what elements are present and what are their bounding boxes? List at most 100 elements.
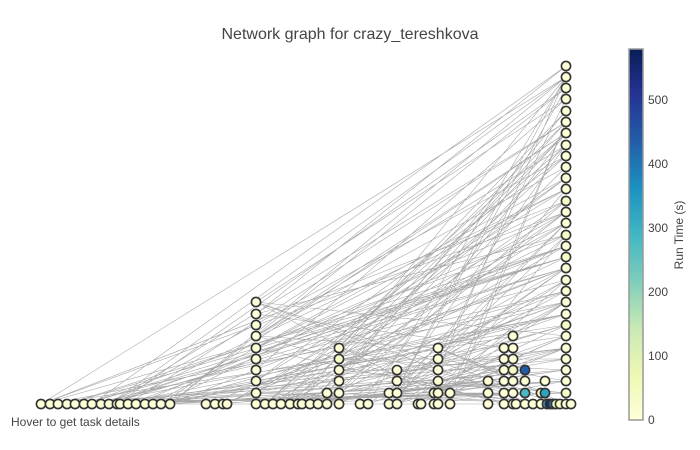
task-node[interactable] [560,150,572,162]
task-node[interactable] [391,387,403,399]
task-node[interactable] [250,375,262,387]
task-node[interactable] [312,398,324,410]
task-node[interactable] [560,206,572,218]
task-node[interactable] [539,387,551,399]
task-node[interactable] [200,398,212,410]
task-node[interactable] [560,82,572,94]
task-node[interactable] [52,398,64,410]
task-node[interactable] [432,364,444,376]
task-node[interactable] [560,229,572,241]
task-node[interactable] [164,398,176,410]
task-node[interactable] [498,353,510,365]
task-node[interactable] [432,387,444,399]
task-node[interactable] [432,398,444,410]
task-node[interactable] [250,398,262,410]
task-node[interactable] [560,195,572,207]
task-node[interactable] [510,398,522,410]
task-node[interactable] [560,60,572,72]
task-node[interactable] [560,319,572,331]
task-node[interactable] [560,330,572,342]
task-node[interactable] [155,398,167,410]
task-node[interactable] [507,387,519,399]
task-node[interactable] [560,139,572,151]
task-node[interactable] [444,398,456,410]
task-node[interactable] [482,387,494,399]
task-node[interactable] [560,375,572,387]
task-node[interactable] [86,398,98,410]
task-node[interactable] [333,353,345,365]
task-node[interactable] [498,375,510,387]
task-node[interactable] [362,398,374,410]
task-node[interactable] [391,398,403,410]
task-node[interactable] [35,398,47,410]
task-node[interactable] [333,364,345,376]
task-node[interactable] [498,387,510,399]
task-node[interactable] [391,364,403,376]
task-node[interactable] [250,342,262,354]
task-node[interactable] [539,375,551,387]
task-node[interactable] [250,387,262,399]
task-node[interactable] [391,375,403,387]
task-node[interactable] [560,342,572,354]
task-node[interactable] [482,398,494,410]
task-node[interactable] [275,398,287,410]
task-node[interactable] [560,285,572,297]
task-node[interactable] [250,353,262,365]
task-node[interactable] [498,342,510,354]
task-node[interactable] [560,105,572,117]
task-node[interactable] [333,342,345,354]
task-node[interactable] [498,364,510,376]
task-node[interactable] [507,353,519,365]
task-node[interactable] [507,375,519,387]
task-node[interactable] [560,116,572,128]
task-node[interactable] [519,387,531,399]
colorbar-tick-label: 500 [648,93,668,107]
task-node[interactable] [565,398,577,410]
colorbar-ticks: 0 100 200 300 400 500 [648,93,668,427]
task-node[interactable] [321,398,333,410]
task-node[interactable] [482,375,494,387]
task-node[interactable] [250,319,262,331]
task-node[interactable] [560,71,572,83]
task-node[interactable] [560,262,572,274]
task-node[interactable] [560,127,572,139]
task-node[interactable] [130,398,142,410]
task-node[interactable] [560,274,572,286]
task-node[interactable] [560,364,572,376]
task-node[interactable] [560,296,572,308]
task-node[interactable] [560,172,572,184]
task-node[interactable] [507,364,519,376]
task-node[interactable] [560,217,572,229]
task-node[interactable] [444,387,456,399]
task-node[interactable] [560,161,572,173]
task-node[interactable] [333,398,345,410]
task-node[interactable] [560,308,572,320]
task-node[interactable] [250,296,262,308]
task-node[interactable] [321,387,333,399]
node-layer[interactable] [35,60,577,410]
task-node[interactable] [69,398,81,410]
task-node[interactable] [432,375,444,387]
task-node[interactable] [560,183,572,195]
task-node[interactable] [333,375,345,387]
task-node[interactable] [560,387,572,399]
task-node[interactable] [333,387,345,399]
task-node[interactable] [560,240,572,252]
colorbar-tick-label: 0 [648,413,655,427]
task-node[interactable] [560,93,572,105]
task-node[interactable] [250,308,262,320]
task-node[interactable] [507,330,519,342]
task-node[interactable] [507,342,519,354]
task-node[interactable] [221,398,233,410]
task-node[interactable] [250,330,262,342]
task-node[interactable] [498,398,510,410]
task-node[interactable] [560,353,572,365]
task-node[interactable] [519,375,531,387]
task-node[interactable] [432,342,444,354]
task-node[interactable] [432,353,444,365]
task-node[interactable] [560,251,572,263]
task-node[interactable] [415,398,427,410]
task-node[interactable] [250,364,262,376]
task-node[interactable] [519,364,531,376]
